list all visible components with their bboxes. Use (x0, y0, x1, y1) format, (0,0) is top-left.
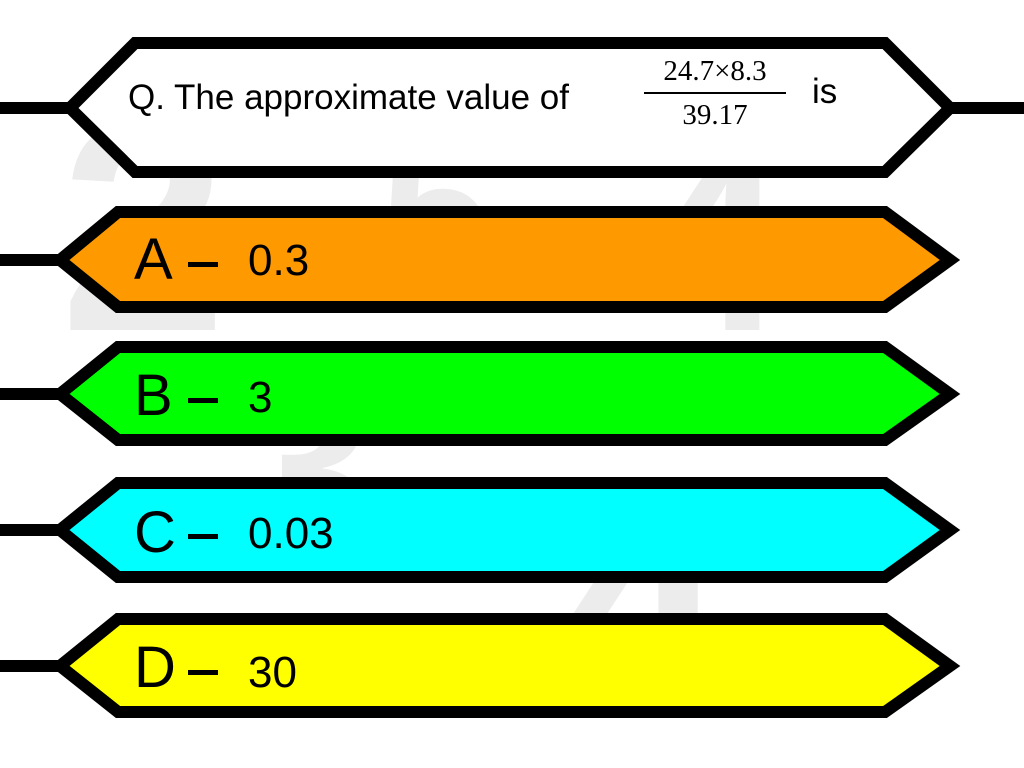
option-b-dash (188, 398, 218, 403)
fraction-denominator: 39.17 (682, 99, 748, 131)
option-d-box[interactable] (50, 613, 961, 718)
option-b-letter: B (134, 363, 173, 428)
option-c-letter: C (134, 500, 176, 565)
question-fraction: 24.7×8.3 39.17 (640, 54, 790, 132)
question-suffix: is (812, 72, 838, 111)
fraction-bar (644, 92, 786, 94)
option-c-dash (188, 534, 218, 539)
option-c-box[interactable] (50, 477, 961, 583)
question-box (61, 37, 959, 178)
question-prefix: Q. The approximate value of (128, 78, 569, 117)
option-d-dash (188, 670, 218, 675)
option-b-box[interactable] (50, 341, 961, 446)
option-c-value: 0.03 (248, 509, 334, 558)
option-a-value: 0.3 (248, 236, 310, 285)
option-d-letter: D (134, 635, 176, 700)
option-a-letter: A (134, 227, 173, 292)
fraction-numerator: 24.7×8.3 (663, 55, 767, 87)
option-b-value: 3 (248, 373, 273, 422)
option-d-value: 30 (248, 648, 297, 697)
option-a-dash (188, 262, 218, 267)
option-a-box[interactable] (50, 206, 961, 313)
